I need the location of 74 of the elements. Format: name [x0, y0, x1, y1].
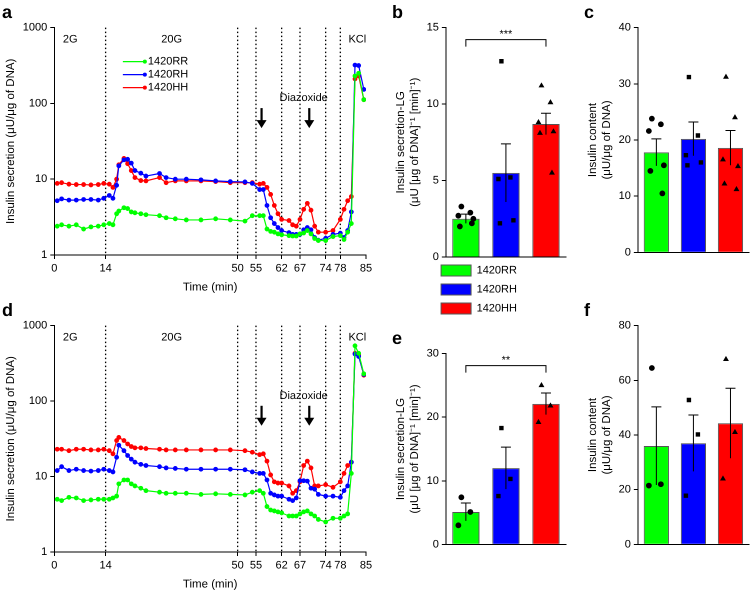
y-tick-label: 0 [624, 246, 631, 258]
y-axis-title: Insulin content (μU/μg of DNA) [587, 100, 613, 180]
annotation: *** [499, 28, 514, 41]
x-tick-label: 14 [99, 560, 112, 572]
x-tick-label: 67 [294, 560, 306, 572]
y-tick-label: 1 [41, 249, 48, 262]
legend-label: 1420RH [476, 284, 517, 296]
y-tick-label: 10 [618, 190, 631, 202]
x-tick-label: 62 [276, 262, 288, 275]
x-tick-label: 74 [320, 560, 332, 572]
y-tick-label: 15 [426, 22, 439, 34]
x-tick-label: 85 [360, 560, 372, 572]
legend-label: 1420HH [476, 302, 517, 315]
x-tick-label: 55 [250, 262, 262, 275]
annotation: 2G [62, 332, 78, 344]
y-tick-label: 100 [28, 97, 48, 110]
y-tick-label: 10 [35, 470, 48, 483]
y-tick-label: 1000 [22, 320, 48, 332]
y-tick-label: 30 [426, 348, 439, 360]
annotation: KCl [348, 34, 366, 46]
chart-title: c [584, 2, 594, 22]
y-tick-label: 30 [618, 78, 631, 90]
y-tick-label: 5 [432, 174, 439, 187]
annotation: Diazoxide [280, 390, 328, 402]
y-axis-title: Insulin secretion-LG (μU [μg of DNA]⁻¹ [min]⁻¹) [395, 78, 421, 207]
x-tick-label: 50 [232, 262, 244, 275]
y-tick-label: 80 [618, 320, 631, 332]
y-tick-label: 20 [618, 134, 631, 146]
chart-title: d [2, 300, 13, 320]
y-tick-label: 40 [618, 429, 631, 442]
y-tick-label: 10 [426, 474, 439, 487]
y-tick-label: 1000 [22, 22, 48, 34]
y-tick-label: 1 [41, 546, 48, 558]
x-axis-title: Time (min) [182, 281, 238, 294]
legend-label: 1420RR [476, 264, 517, 277]
x-tick-label: 14 [99, 262, 112, 275]
x-tick-label: 0 [51, 262, 58, 275]
y-tick-label: 10 [426, 98, 439, 110]
x-tick-label: 78 [334, 560, 346, 572]
y-tick-label: 0 [432, 538, 439, 550]
x-axis-title: Time (min) [182, 578, 238, 590]
y-tick-label: 20 [618, 484, 631, 496]
y-tick-label: 10 [35, 173, 48, 186]
annotation: 20G [161, 332, 182, 344]
x-tick-label: 67 [294, 262, 306, 275]
y-axis-title: Insulin secretion (μU/μg of DNA) [5, 58, 18, 224]
y-axis-title: Insulin secretion (μU/μg of DNA) [5, 356, 18, 522]
x-tick-label: 78 [334, 262, 346, 275]
y-tick-label: 0 [624, 538, 631, 550]
annotation: ** [502, 354, 511, 367]
x-tick-label: 50 [232, 560, 244, 572]
x-tick-label: 55 [250, 560, 262, 572]
annotation: Diazoxide [280, 92, 328, 104]
y-tick-label: 20 [426, 411, 439, 424]
annotation: KCl [348, 332, 366, 344]
chart-title: a [2, 2, 13, 22]
legend-label: 1420RR [148, 56, 188, 68]
x-tick-label: 0 [51, 560, 58, 572]
y-tick-label: 40 [618, 22, 631, 34]
x-tick-label: 62 [276, 560, 288, 572]
y-tick-label: 100 [28, 395, 48, 408]
legend-label: 1420RH [148, 68, 188, 81]
annotation: 2G [62, 34, 78, 46]
chart-title: f [584, 300, 591, 320]
x-tick-label: 85 [360, 262, 372, 275]
x-tick-label: 74 [320, 262, 332, 275]
y-tick-label: 0 [432, 251, 439, 264]
chart-title: b [392, 2, 403, 22]
legend-label: 1420HH [148, 82, 188, 94]
chart-title: e [392, 328, 402, 348]
y-axis-title: Insulin secretion-LG (μU [μg of DNA]⁻¹ [min]⁻¹) [395, 384, 421, 514]
y-tick-label: 60 [618, 374, 631, 386]
y-axis-title: Insulin content (μU/μg of DNA) [587, 395, 613, 475]
annotation: 20G [161, 34, 182, 46]
